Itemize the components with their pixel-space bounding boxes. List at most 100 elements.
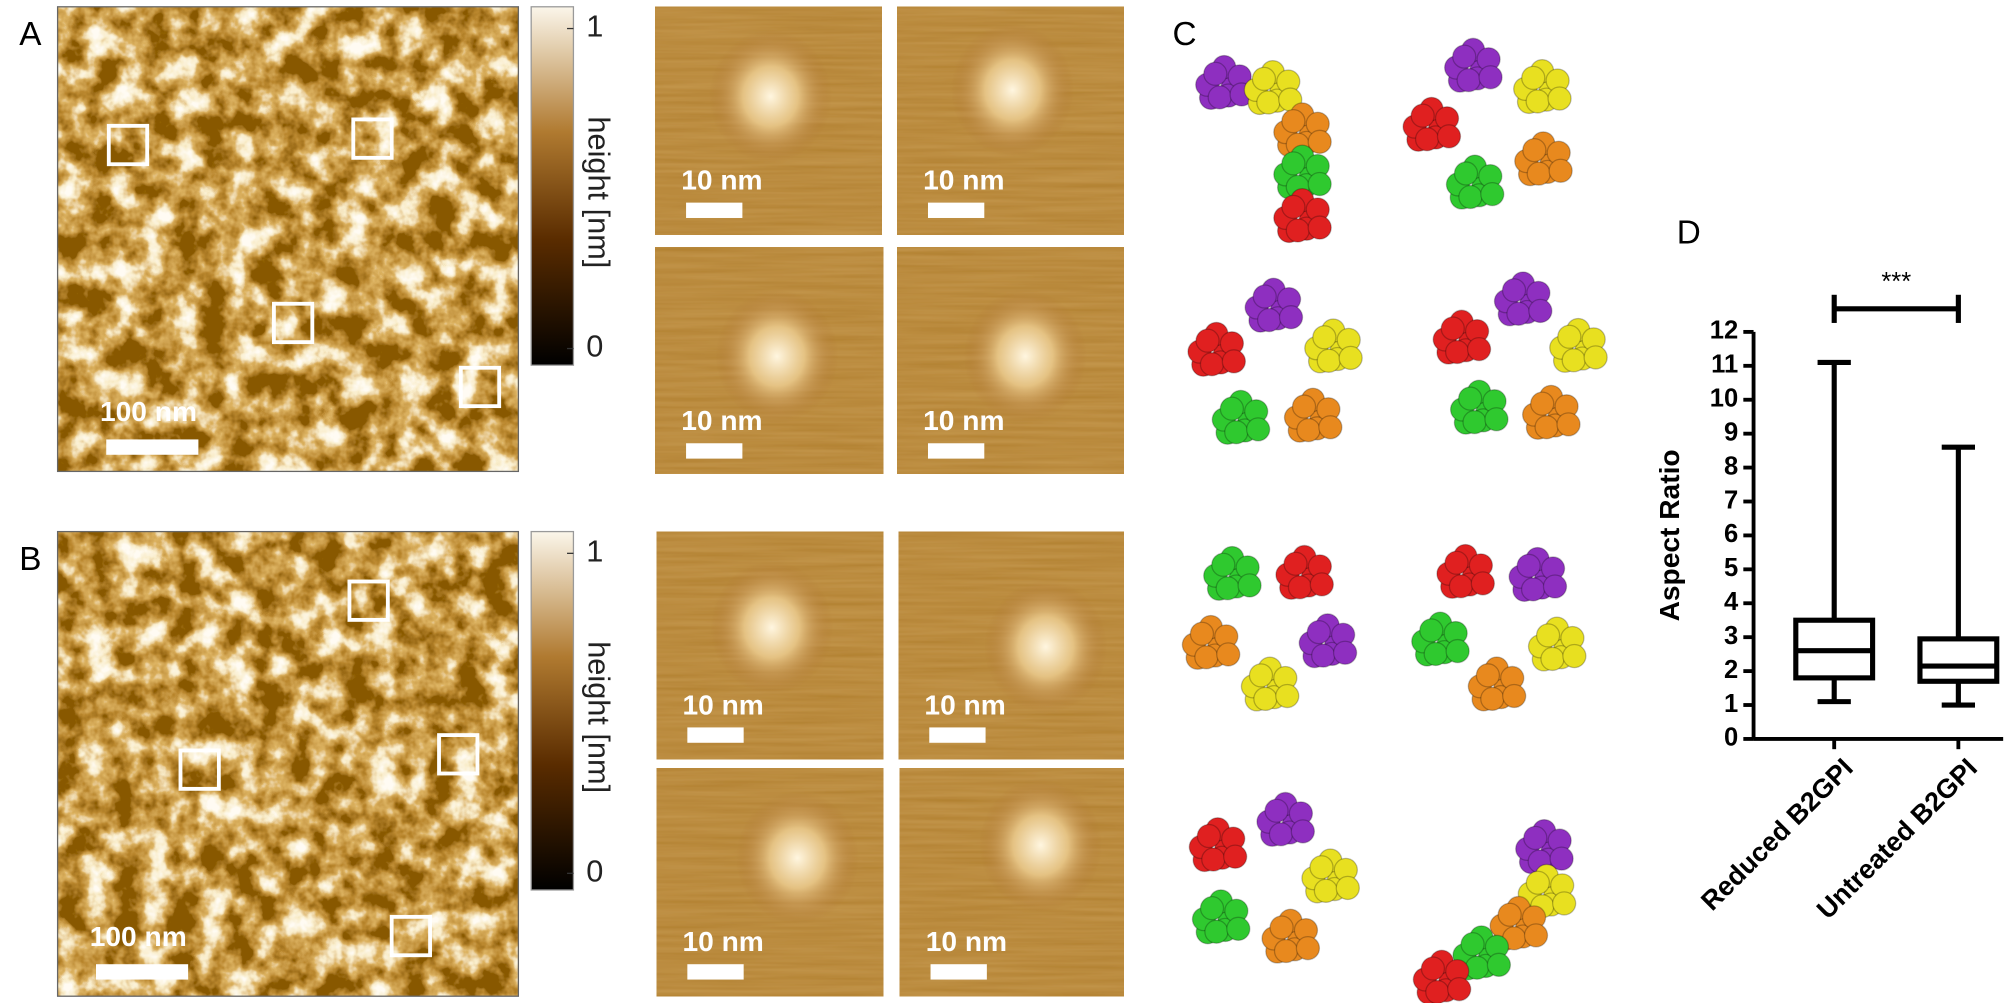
domain-blob xyxy=(1264,798,1289,823)
domain-blob xyxy=(1316,348,1341,373)
domain xyxy=(1261,908,1321,964)
domain-blob xyxy=(1318,415,1343,440)
domain xyxy=(1467,656,1527,712)
y-tick-label: 1 xyxy=(1724,690,1738,718)
domain xyxy=(1203,545,1262,601)
domain-blob xyxy=(1211,552,1236,577)
y-tick-label: 6 xyxy=(1724,520,1738,548)
domain-blob xyxy=(1281,108,1306,134)
domain-blob xyxy=(1549,846,1574,871)
domain-blob xyxy=(1486,952,1512,978)
domain-blob xyxy=(1522,137,1547,163)
domain xyxy=(1211,389,1271,445)
inset-scale-bar-label: 10 nm xyxy=(923,405,1004,436)
domain xyxy=(1275,544,1334,600)
inset-scale-bar-label: 10 nm xyxy=(681,165,762,196)
y-tick-label: 10 xyxy=(1710,385,1738,413)
y-tick-label: 8 xyxy=(1724,452,1738,480)
inset-scale-bar-label: 10 nm xyxy=(924,689,1005,720)
y-tick-label: 12 xyxy=(1710,317,1738,345)
domain xyxy=(1273,187,1332,244)
domain-blob xyxy=(1290,819,1316,844)
domain-blob xyxy=(1452,44,1477,69)
domain-blob xyxy=(1287,575,1313,600)
domain-blob xyxy=(1547,86,1572,111)
domain xyxy=(1273,102,1332,158)
domain xyxy=(1304,318,1363,374)
y-tick-label: 9 xyxy=(1724,418,1738,446)
domain xyxy=(1402,96,1462,152)
roi-box xyxy=(437,733,480,776)
particle xyxy=(979,778,1103,912)
domain-blob xyxy=(1540,646,1565,672)
domain-blob xyxy=(1224,420,1249,445)
domain-blob xyxy=(1480,686,1505,712)
domain-blob xyxy=(1447,977,1472,1002)
y-tick-label: 3 xyxy=(1724,622,1738,650)
y-tick-label: 4 xyxy=(1724,588,1739,616)
inset-scale-bar xyxy=(686,443,743,459)
domain-blob xyxy=(1194,645,1219,670)
inset-scale-bar xyxy=(687,727,744,743)
domain-blob xyxy=(1248,663,1274,688)
domain-blob xyxy=(1311,643,1336,668)
inset-scale-bar xyxy=(927,202,985,218)
domain xyxy=(1514,131,1573,187)
domain-blob xyxy=(1306,619,1331,645)
y-axis-title: Aspect Ratio xyxy=(1654,449,1685,621)
panel-label: D xyxy=(1677,214,1701,251)
roi-box xyxy=(458,365,502,409)
domain-blob xyxy=(1237,573,1262,598)
domain-blob xyxy=(1458,184,1483,210)
roi-box xyxy=(271,301,315,345)
roi-box xyxy=(389,914,432,958)
domain xyxy=(1301,848,1360,904)
domain-blob xyxy=(1583,345,1608,370)
domain-blob xyxy=(1199,352,1225,377)
domain-blob xyxy=(1312,325,1337,350)
y-tick-label: 7 xyxy=(1724,486,1738,514)
domain-blob xyxy=(1273,938,1299,964)
y-tick-label: 2 xyxy=(1724,656,1738,684)
domain xyxy=(1549,317,1608,373)
domain xyxy=(1489,895,1549,951)
panel-label: B xyxy=(19,541,41,578)
particle xyxy=(984,580,1108,714)
domain xyxy=(1513,58,1572,115)
domain xyxy=(1283,387,1343,443)
domain-blob xyxy=(1313,878,1339,903)
colorbar-tick-label: 0 xyxy=(586,329,603,364)
domain-blob xyxy=(1196,823,1222,849)
scale-bar-label: 100 nm xyxy=(90,921,187,952)
afm-frame xyxy=(56,530,520,997)
domain xyxy=(1515,819,1574,875)
domain xyxy=(1188,817,1248,873)
afm-image xyxy=(57,531,519,997)
domain-blob xyxy=(1521,65,1546,91)
domain-blob xyxy=(1215,576,1240,601)
domain xyxy=(1191,889,1251,945)
domain-blob xyxy=(1561,348,1586,373)
domain-blob xyxy=(1548,158,1573,183)
inset-scale-bar xyxy=(687,964,744,980)
domain-blob xyxy=(1453,161,1479,186)
domain xyxy=(1244,277,1304,333)
roi-box xyxy=(351,117,394,160)
colorbar-tick-label: 0 xyxy=(586,853,603,888)
roi-box xyxy=(178,748,221,791)
domain xyxy=(1187,321,1247,377)
inset-scale-bar xyxy=(927,443,985,459)
domain xyxy=(1256,791,1316,847)
roi-box xyxy=(347,579,390,622)
domain-blob xyxy=(1478,65,1503,90)
domain-blob xyxy=(1523,923,1549,948)
domain xyxy=(1445,154,1505,210)
domain-blob xyxy=(1530,391,1555,416)
domain-blob xyxy=(1203,61,1228,86)
domain-blob xyxy=(1253,686,1278,712)
panel-label: C xyxy=(1172,16,1196,53)
domain xyxy=(1508,546,1568,602)
domain-blob xyxy=(1470,571,1495,596)
